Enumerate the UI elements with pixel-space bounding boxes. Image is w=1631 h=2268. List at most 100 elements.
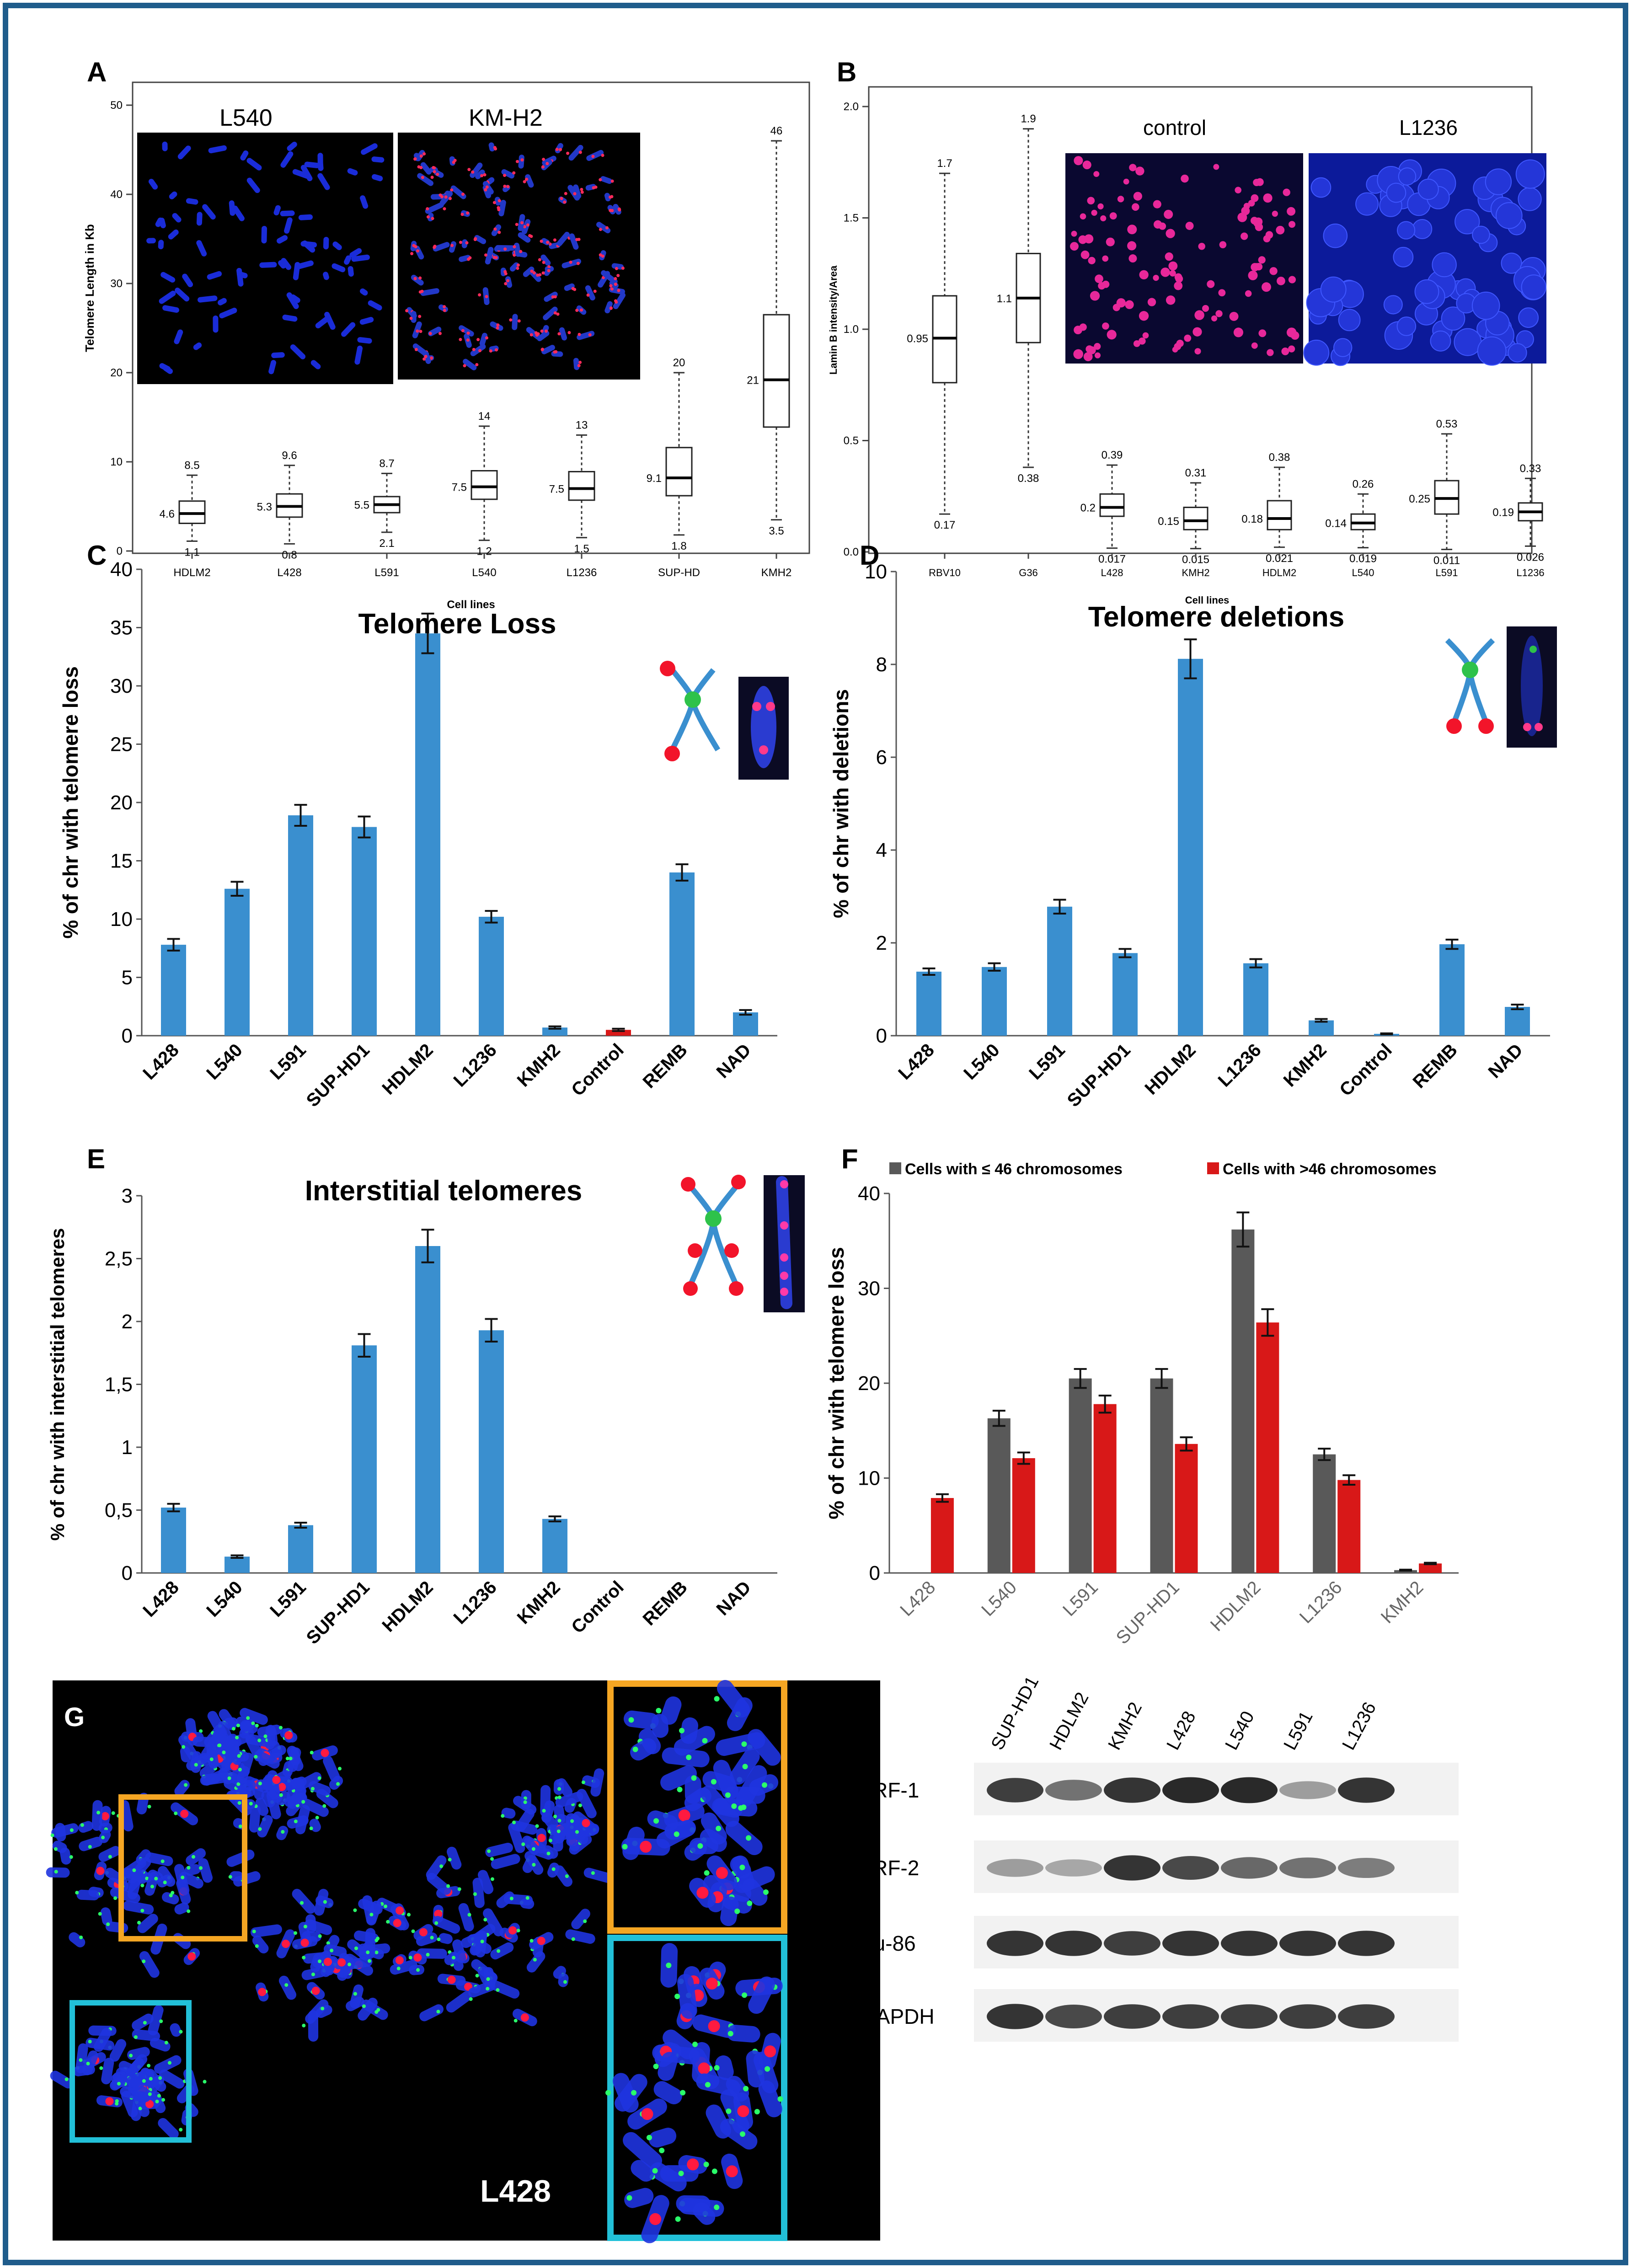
bar-HDLM2 xyxy=(1256,1322,1279,1573)
box-max-label: 8.5 xyxy=(184,459,199,471)
y-tick-label: 5 xyxy=(122,967,133,989)
blot-band xyxy=(1104,1855,1160,1881)
x-tick-label: L428 xyxy=(894,1040,938,1084)
figure-frame xyxy=(3,3,1628,2265)
panel-e-schematic xyxy=(681,1175,805,1312)
x-tick-label: KMH2 xyxy=(513,1577,564,1628)
x-tick-label: KMH2 xyxy=(513,1040,564,1091)
box-median-label: 0.2 xyxy=(1080,502,1096,514)
legend-swatch xyxy=(1207,1162,1219,1174)
bar-HDLM2 xyxy=(415,1246,440,1573)
blot-band xyxy=(1045,1859,1102,1877)
bar-L1236 xyxy=(1313,1454,1336,1573)
bar-KMH2 xyxy=(1419,1563,1442,1573)
blot-band xyxy=(1221,2004,1278,2029)
y-axis-label: % of chr with deletions xyxy=(829,689,853,918)
y-tick-label: 40 xyxy=(858,1182,880,1205)
y-tick-label: 2.0 xyxy=(844,101,859,113)
lane-label: L1236 xyxy=(1338,1699,1380,1753)
bar-KMH2 xyxy=(542,1519,567,1573)
lane-label: SUP-HD1 xyxy=(987,1673,1043,1754)
blot-band xyxy=(1338,2004,1395,2029)
bar-SUP-HD1 xyxy=(352,1345,377,1573)
x-tick-label: KMH2 xyxy=(1280,1040,1331,1091)
x-tick-label: HDLM2 xyxy=(1141,1040,1200,1099)
blot-band xyxy=(1279,1781,1336,1799)
bar-REMB xyxy=(669,872,695,1036)
x-tick-label: HDLM2 xyxy=(1207,1577,1265,1635)
lane-label: L591 xyxy=(1280,1708,1317,1753)
chart-title: Interstitial telomeres xyxy=(305,1175,582,1207)
panel-b-letter: B xyxy=(837,57,856,87)
box-iqr xyxy=(1183,507,1209,530)
box-max-label: 1.7 xyxy=(937,157,952,170)
box-median-label: 21 xyxy=(747,374,759,387)
panel-e-letter: E xyxy=(87,1144,105,1174)
x-tick-label: KMH2 xyxy=(1377,1577,1428,1627)
blot-band xyxy=(1045,2005,1102,2028)
bar-SUP-HD1 xyxy=(1150,1378,1173,1573)
box-median-label: 0.25 xyxy=(1409,493,1430,505)
x-tick-label: SUP-HD1 xyxy=(303,1577,374,1648)
x-tick-label: G36 xyxy=(1019,567,1038,578)
panel-g-cell-label: L428 xyxy=(480,2174,551,2209)
y-tick-label: 10 xyxy=(858,1467,880,1490)
panel-b-inset-right-label: L1236 xyxy=(1399,116,1458,139)
box-max-label: 20 xyxy=(673,357,685,369)
box-RBV10: 1.7 0.17 0.95 RBV10 xyxy=(907,157,961,578)
panel-a-boxes: 8.51.14.6HDLM29.60.85.3L4288.72.15.5L591… xyxy=(160,125,792,579)
y-tick-label: 10 xyxy=(110,456,123,468)
y-tick-label: 0 xyxy=(117,545,123,557)
panel-c-letter: C xyxy=(87,540,107,571)
box-max-label: 0.39 xyxy=(1102,449,1123,461)
box-min-label: 3.5 xyxy=(769,525,784,537)
panel-a-y-axis: 0 10 20 30 40 50 xyxy=(110,99,133,557)
panel-b-boxes: 1.70.170.95RBV101.90.381.1G360.390.0170.… xyxy=(907,113,1544,578)
box-max-label: 8.7 xyxy=(379,457,394,470)
box-G36: 1.9 0.38 1.1 G36 xyxy=(997,113,1041,578)
x-tick-label: KMH2 xyxy=(761,567,792,579)
box-min-label: 0.17 xyxy=(934,519,956,531)
box-iqr xyxy=(665,447,693,497)
blot-band xyxy=(987,2004,1043,2029)
y-tick-label: 2 xyxy=(122,1311,133,1333)
bar-L428 xyxy=(916,971,941,1036)
panel-g-letter: G xyxy=(64,1702,85,1732)
box-max-label: 9.6 xyxy=(282,449,297,462)
y-tick-label: 2 xyxy=(876,932,887,954)
panel-d-letter: D xyxy=(860,540,879,571)
box-median-label: 0.14 xyxy=(1325,518,1347,530)
x-tick-label: L428 xyxy=(896,1577,939,1620)
blot-band xyxy=(987,1778,1043,1803)
blot-band xyxy=(1104,2004,1160,2029)
lane-label: L428 xyxy=(1163,1708,1200,1753)
blot-band xyxy=(1279,1857,1336,1878)
y-tick-label: 10 xyxy=(110,908,133,931)
y-tick-label: 0 xyxy=(122,1025,133,1047)
blot-row-label: TRF-1 xyxy=(860,1778,919,1802)
box-min-label: 0.38 xyxy=(1018,472,1039,485)
lane-label: KMH2 xyxy=(1104,1699,1146,1753)
bar-L540 xyxy=(982,967,1007,1036)
box-min-label: 1.8 xyxy=(671,540,686,552)
x-tick-label: L591 xyxy=(266,1577,310,1621)
x-tick-label: L428 xyxy=(1101,567,1123,578)
box-max-label: 46 xyxy=(770,125,783,137)
panel-b-ylabel: Lamin B intensity/Area xyxy=(828,265,839,374)
bar-L540 xyxy=(987,1418,1011,1573)
x-tick-label: Control xyxy=(567,1040,628,1100)
x-tick-label: L1236 xyxy=(1516,567,1544,578)
y-tick-label: 25 xyxy=(110,733,133,756)
bar-HDLM2 xyxy=(1178,658,1203,1036)
y-tick-label: 0,5 xyxy=(105,1499,133,1522)
y-tick-label: 40 xyxy=(110,188,123,201)
bar-SUP-HD1 xyxy=(1112,953,1138,1036)
x-tick-label: L591 xyxy=(1025,1040,1069,1084)
x-tick-label: L1236 xyxy=(450,1577,501,1628)
